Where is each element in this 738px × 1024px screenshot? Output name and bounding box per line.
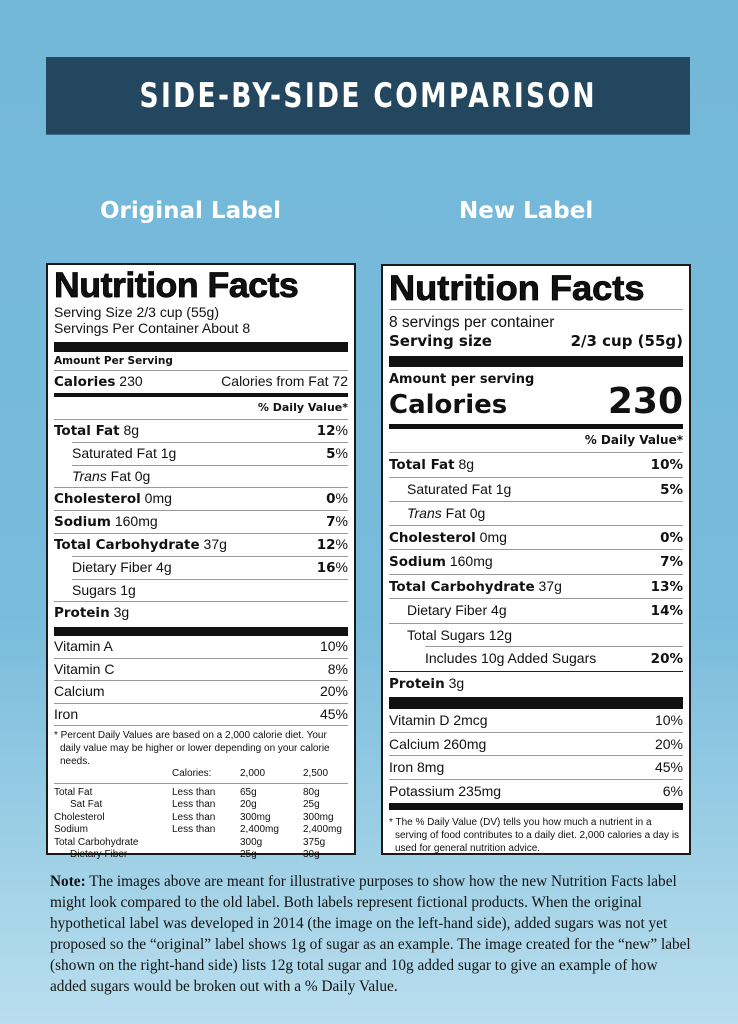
nutrient-row-saturated-fat: Saturated Fat 1g 5% (389, 476, 683, 502)
note-lead: Note: (50, 873, 86, 890)
new-label-heading: New Label (459, 198, 594, 224)
dv-table-header: Calories: 2,000 2,500 (54, 768, 348, 784)
serving-size-value: 2/3 cup (55g) (570, 332, 683, 350)
nutrient-row-added-sugars: Includes 10g Added Sugars 20% (425, 646, 683, 671)
calories-label: Calories (54, 374, 116, 390)
daily-value-header: % Daily Value* (257, 401, 348, 414)
calories-from-fat: Calories from Fat 72 (221, 373, 348, 389)
vitamin-row: Calcium 260mg 20% (389, 731, 683, 756)
calories-row: Calories 230 Calories from Fat 72 (54, 370, 348, 393)
dv-table-row: Sodium Less than 2,400mg 2,400mg (54, 824, 342, 835)
vitamin-row: Iron 8mg 45% (389, 755, 683, 779)
nutrient-row-dietary-fiber: Dietary Fiber 4g 16% (72, 556, 348, 579)
title-banner: SIDE-BY-SIDE COMPARISON (46, 57, 690, 134)
vitamins-section: Vitamin D 2mcg 10% Calcium 260mg 20% Iron … (389, 709, 683, 802)
nutrient-row-total-fat: Total Fat 8g 10% (389, 452, 683, 477)
nutrient-row-cholesterol: Cholesterol 0mg 0% (389, 524, 683, 550)
vitamin-row: Vitamin A 10% (54, 638, 348, 654)
vitamin-row: Vitamin C 8% (54, 657, 348, 681)
footnote: * The % Daily Value (DV) tells you how m… (389, 810, 683, 855)
nutrient-row-cholesterol: Cholesterol 0mg 0% (54, 487, 348, 510)
vitamin-row: Vitamin D 2mcg 10% (389, 712, 683, 728)
daily-value-table: Calories: 2,000 2,500 Total Fat Less than… (54, 768, 348, 862)
amount-per-serving: Amount Per Serving (54, 355, 173, 367)
footnote-text: * Percent Daily Values are based on a 2,… (54, 730, 330, 767)
nutrient-row-saturated-fat: Saturated Fat 1g 5% (72, 442, 348, 465)
vitamin-row: Potassium 235mg 6% (389, 778, 683, 803)
nutrient-row-trans-fat: Trans Fat 0g (389, 501, 683, 525)
servings-per-container: Servings Per Container About 8 (54, 320, 251, 336)
vitamin-row: Iron 45% (54, 702, 348, 726)
note-paragraph: Note: The images above are meant for ill… (50, 871, 695, 997)
original-label-heading: Original Label (100, 198, 282, 224)
nutrient-row-total-fat: Total Fat 8g 12% (54, 419, 348, 442)
medium-divider (389, 424, 683, 429)
thick-divider (54, 627, 348, 636)
calories-value: 230 (119, 373, 143, 389)
calories-row: Calories 230 (389, 381, 683, 422)
daily-value-header: % Daily Value* (584, 433, 683, 447)
nutrient-row-sodium: Sodium 160mg 7% (389, 549, 683, 574)
nutrient-row-protein: Protein 3g (54, 601, 348, 624)
nutrient-row-total-carbohydrate: Total Carbohydrate 37g 13% (389, 573, 683, 599)
nutrient-row-sugars: Sugars 1g (72, 579, 348, 601)
nutrient-row-protein: Protein 3g (389, 670, 683, 696)
amount-per-serving: Amount per serving (389, 372, 535, 387)
dv-table-row: Sat Fat Less than 20g 25g (70, 799, 320, 810)
medium-divider (389, 803, 683, 810)
medium-divider (54, 393, 348, 397)
calories-value: 230 (607, 381, 683, 422)
serving-size-row: Serving size 2/3 cup (55g) (389, 332, 683, 351)
nutrient-row-trans-fat: Trans Fat 0g (72, 465, 348, 487)
dv-table-row: Cholesterol Less than 300mg 300mg (54, 811, 334, 823)
calories-label: Calories (389, 390, 508, 420)
footnote: * Percent Daily Values are based on a 2,… (54, 725, 348, 862)
dv-table-row: Total Fat Less than 65g 80g (54, 786, 320, 798)
nutrition-facts-title: Nutrition Facts (54, 266, 300, 305)
serving-size: Serving Size 2/3 cup (55g) (54, 304, 219, 320)
nutrient-row-sodium: Sodium 160mg 7% (54, 510, 348, 533)
nutrient-row-dietary-fiber: Dietary Fiber 4g 14% (389, 598, 683, 623)
dv-table-row: Total Carbohydrate 300g 375g (54, 836, 326, 848)
thick-divider (54, 342, 348, 352)
page-title: SIDE-BY-SIDE COMPARISON (139, 75, 597, 116)
vitamins-section: Vitamin A 10% Vitamin C 8% Calcium 20% Iron… (54, 636, 348, 725)
note-text: The images above are meant for illustrat… (50, 873, 691, 995)
thin-divider (389, 309, 683, 310)
nutrient-row-total-carbohydrate: Total Carbohydrate 37g 12% (54, 533, 348, 556)
vitamin-row: Calcium 20% (54, 680, 348, 703)
thick-divider (389, 697, 683, 709)
thick-divider (389, 356, 683, 367)
servings-per-container: 8 servings per container (389, 314, 555, 331)
serving-size-label: Serving size (389, 332, 492, 350)
dv-table-row: Dietary Fiber 25g 30g (70, 849, 320, 860)
nutrition-facts-title: Nutrition Facts (389, 268, 645, 308)
footnote-text: * The % Daily Value (DV) tells you how m… (389, 817, 680, 854)
original-nutrition-label: Nutrition Facts Serving Size 2/3 cup (55… (46, 263, 356, 860)
nutrient-row-total-sugars: Total Sugars 12g (389, 622, 683, 647)
new-nutrition-label: Nutrition Facts 8 servings per container… (381, 264, 691, 855)
